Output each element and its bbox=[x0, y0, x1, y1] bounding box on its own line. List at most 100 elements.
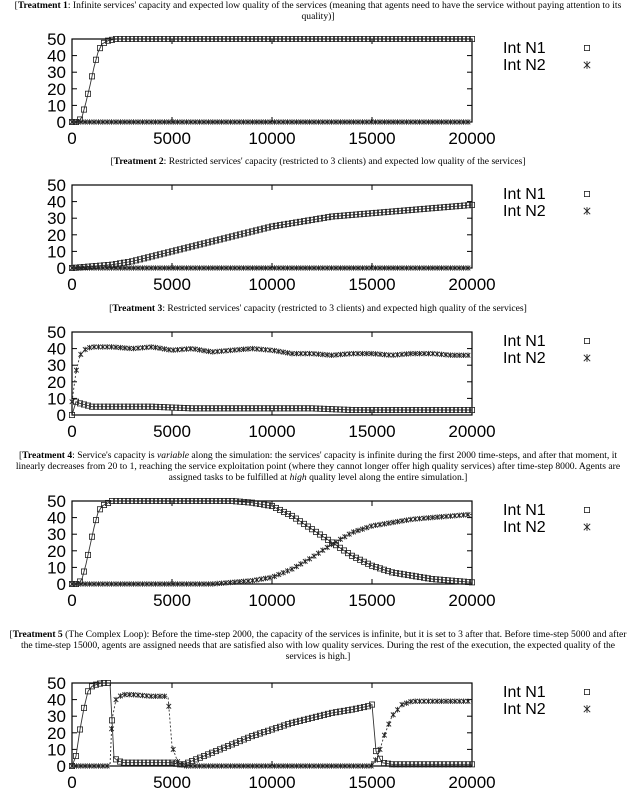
data-point bbox=[196, 497, 203, 504]
data-point bbox=[355, 119, 361, 125]
data-point bbox=[113, 119, 119, 125]
data-point bbox=[276, 571, 282, 578]
data-point bbox=[227, 579, 234, 586]
data-point bbox=[320, 35, 327, 42]
data-point bbox=[236, 763, 242, 769]
data-point bbox=[444, 577, 451, 584]
data-point bbox=[289, 119, 295, 125]
data-point bbox=[224, 743, 231, 750]
data-point bbox=[264, 405, 271, 412]
data-point bbox=[140, 35, 147, 42]
data-point bbox=[188, 405, 195, 412]
data-point bbox=[432, 576, 439, 583]
data-point bbox=[256, 730, 263, 737]
data-point bbox=[456, 761, 463, 768]
data-point bbox=[122, 119, 128, 125]
data-point bbox=[236, 578, 242, 585]
data-point bbox=[160, 250, 167, 257]
data-point bbox=[350, 119, 357, 125]
data-point bbox=[156, 35, 163, 42]
data-point bbox=[260, 35, 267, 42]
data-point bbox=[101, 501, 108, 508]
data-point bbox=[390, 352, 396, 358]
y-tick-label: 20 bbox=[47, 542, 66, 561]
data-point bbox=[404, 207, 411, 214]
data-point bbox=[174, 758, 181, 765]
data-point bbox=[468, 761, 475, 768]
data-point bbox=[280, 405, 287, 412]
data-point bbox=[368, 119, 374, 125]
series-line bbox=[71, 346, 472, 402]
data-point bbox=[260, 501, 267, 508]
data-point bbox=[350, 763, 357, 769]
data-point bbox=[78, 581, 84, 587]
data-point bbox=[256, 405, 263, 412]
data-point bbox=[101, 403, 108, 410]
data-point bbox=[136, 256, 143, 263]
data-point bbox=[368, 265, 374, 271]
data-point bbox=[346, 265, 352, 271]
data-point bbox=[136, 759, 143, 766]
data-point bbox=[172, 760, 179, 767]
legend-square-marker bbox=[584, 337, 591, 344]
data-point bbox=[214, 119, 220, 125]
data-point bbox=[210, 581, 216, 587]
data-point bbox=[113, 265, 119, 271]
legend-star-marker bbox=[583, 705, 591, 713]
data-point bbox=[148, 265, 154, 271]
x-tick-label: 10000 bbox=[248, 129, 295, 148]
data-point bbox=[399, 701, 405, 708]
data-point bbox=[144, 693, 150, 699]
y-tick-label: 10 bbox=[47, 558, 66, 577]
data-point bbox=[188, 119, 194, 125]
data-point bbox=[320, 351, 326, 358]
data-point bbox=[128, 759, 135, 766]
data-point bbox=[430, 119, 436, 125]
data-point bbox=[236, 35, 243, 42]
data-point bbox=[315, 351, 322, 357]
data-point bbox=[364, 703, 371, 710]
data-point bbox=[170, 119, 176, 125]
legend-label: Int N2 bbox=[503, 701, 546, 718]
data-point bbox=[464, 35, 471, 42]
caption-tag: Treatment 3 bbox=[112, 303, 163, 314]
data-point bbox=[200, 497, 207, 504]
caption-text: : Infinite services' capacity and expect… bbox=[67, 0, 622, 22]
data-point bbox=[412, 350, 418, 357]
data-point bbox=[117, 581, 124, 587]
data-point bbox=[448, 35, 455, 42]
x-tick-label: 10000 bbox=[248, 591, 295, 610]
data-point bbox=[232, 232, 239, 239]
data-point bbox=[416, 265, 423, 271]
y-tick-label: 20 bbox=[47, 226, 66, 245]
data-point bbox=[464, 202, 471, 209]
data-point bbox=[168, 35, 175, 42]
data-point bbox=[468, 35, 475, 42]
data-point bbox=[244, 35, 251, 42]
data-point bbox=[271, 265, 278, 271]
data-point bbox=[104, 119, 110, 125]
legend-square-marker bbox=[584, 190, 591, 197]
data-point bbox=[192, 581, 198, 587]
data-point bbox=[464, 579, 471, 586]
data-point bbox=[188, 35, 195, 42]
data-point bbox=[214, 265, 220, 271]
data-point bbox=[113, 696, 119, 703]
data-point bbox=[394, 265, 401, 271]
data-point bbox=[172, 497, 179, 504]
data-point bbox=[78, 119, 84, 125]
data-point bbox=[78, 265, 84, 271]
data-point bbox=[157, 345, 163, 352]
data-point bbox=[135, 581, 141, 587]
data-point bbox=[276, 265, 282, 271]
data-point bbox=[188, 758, 195, 765]
data-point bbox=[276, 348, 282, 355]
x-tick-label: 20000 bbox=[448, 275, 495, 294]
data-point bbox=[254, 577, 260, 583]
data-point bbox=[452, 265, 458, 271]
data-point bbox=[240, 119, 247, 125]
data-point bbox=[180, 35, 187, 42]
data-point bbox=[144, 119, 150, 125]
data-point bbox=[180, 245, 187, 252]
data-point bbox=[205, 581, 212, 587]
